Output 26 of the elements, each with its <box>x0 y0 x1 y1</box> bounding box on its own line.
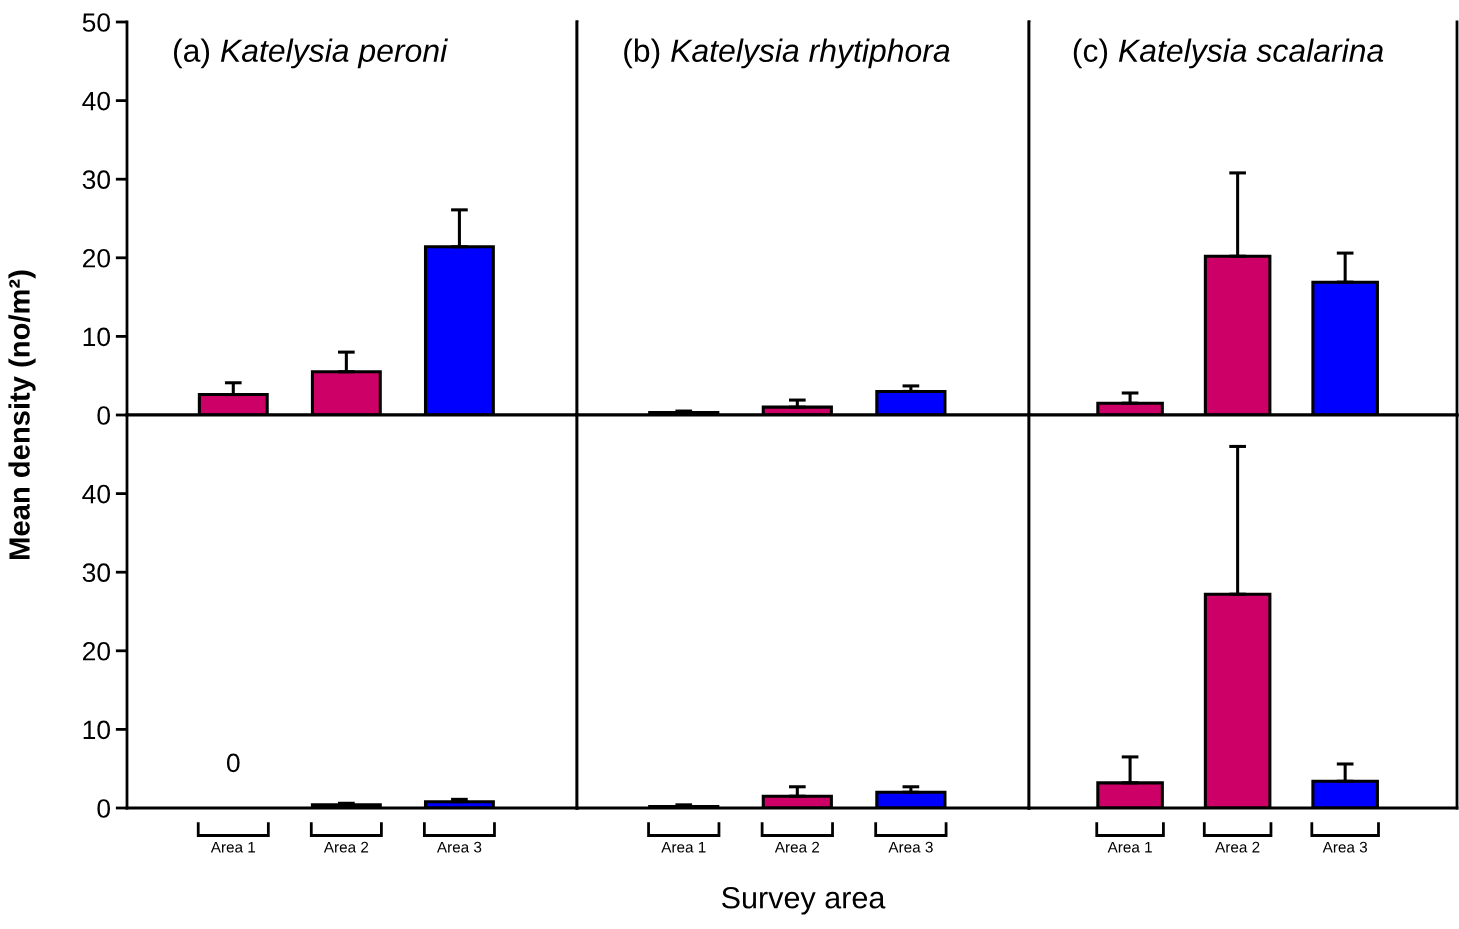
annotation: 0 <box>226 753 240 773</box>
x-tick-label: Area 3 <box>436 841 482 853</box>
y-tick-label: 50 <box>82 13 110 32</box>
x-tick-label: Area 3 <box>888 841 933 853</box>
y-axis-title: Mean density (no/m²) <box>8 270 36 559</box>
x-tick-label: Area 1 <box>1107 841 1152 853</box>
chart-title: (c) Katelysia scalarina <box>1073 38 1384 69</box>
x-tick-label: Area 2 <box>323 841 369 853</box>
y-tick-label: 40 <box>82 91 110 111</box>
y-tick-label: 0 <box>97 406 110 425</box>
chart-title: (b) Katelysia rhytiphora <box>624 38 950 69</box>
x-axis-title: Survey area <box>722 886 886 915</box>
y-tick-label: 0 <box>97 799 110 818</box>
x-tick-label: Area 1 <box>661 841 706 853</box>
y-tick-label: 30 <box>82 170 110 190</box>
x-tick-label: Area 3 <box>1322 841 1367 853</box>
y-tick-label: 10 <box>83 720 110 740</box>
x-tick-label: Area 1 <box>210 841 256 853</box>
y-tick-label: 30 <box>82 563 110 583</box>
y-tick-label: 20 <box>83 641 110 661</box>
x-tick-label: Area 2 <box>774 841 820 853</box>
y-tick-label: 40 <box>82 484 110 504</box>
y-tick-label: 20 <box>83 248 110 268</box>
y-tick-label: 10 <box>83 327 110 347</box>
chart-title: (a) Katelysia peroni <box>173 38 448 69</box>
x-tick-label: Area 2 <box>1215 841 1260 853</box>
